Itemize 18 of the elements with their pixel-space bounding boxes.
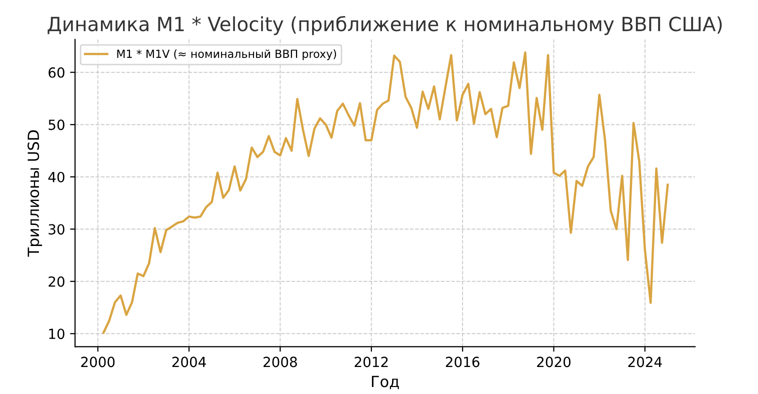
legend-label: M1 * M1V (≈ номинальный ВВП proxy)	[117, 49, 336, 60]
x-axis-title: Год	[372, 376, 399, 390]
y-tick-label: 50	[48, 120, 64, 130]
x-tick-label: 2020	[537, 356, 571, 368]
x-tick-label: 2000	[81, 356, 115, 368]
chart-title: Динамика M1 * Velocity (приближение к номинальному ВВП США)	[48, 16, 722, 36]
x-tick-label: 2016	[446, 356, 480, 368]
y-tick-label: 10	[49, 328, 64, 340]
y-tick-label: 30	[48, 224, 64, 235]
x-tick-label: 2004	[172, 356, 206, 368]
x-tick-label: 2008	[264, 356, 297, 368]
line-series	[102, 51, 669, 334]
y-axis-title: Триллионы USD	[28, 130, 42, 257]
y-tick-label: 60	[48, 67, 64, 78]
y-tick-label: 20	[48, 276, 64, 287]
y-tick-label: 40	[48, 172, 64, 182]
x-tick-label: 2012	[354, 356, 388, 368]
x-tick-label: 2024	[628, 356, 662, 368]
